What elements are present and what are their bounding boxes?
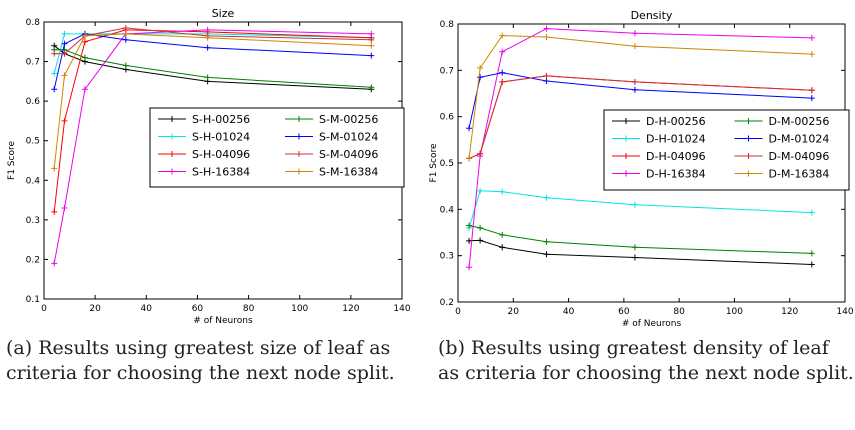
y-axis-label: F1 Score (429, 143, 439, 182)
series-line (468, 28, 812, 268)
legend-label: S-M-01024 (319, 131, 378, 144)
y-tick-label: 0.8 (26, 18, 41, 28)
legend-label: S-H-16384 (192, 166, 250, 179)
x-axis-label: # of Neurons (193, 316, 253, 326)
x-tick-label: 60 (192, 304, 204, 314)
x-tick-label: 120 (781, 307, 798, 317)
x-tick-label: 0 (455, 307, 461, 317)
x-tick-label: 20 (508, 307, 520, 317)
x-tick-label: 60 (618, 307, 630, 317)
y-tick-label: 0.7 (26, 58, 40, 68)
x-tick-label: 100 (291, 304, 308, 314)
y-tick-label: 0.6 (440, 113, 455, 123)
x-tick-label: 40 (141, 304, 153, 314)
y-tick-label: 0.4 (26, 176, 41, 186)
series-line (53, 33, 372, 74)
legend-label: D-H-01024 (646, 133, 706, 146)
legend-label: S-M-04096 (319, 148, 378, 161)
y-tick-label: 0.2 (440, 298, 454, 308)
chart-title: Density (631, 9, 673, 22)
x-tick-label: 80 (243, 304, 255, 314)
y-tick-label: 0.2 (26, 255, 40, 265)
x-tick-label: 0 (41, 304, 47, 314)
series-line (468, 75, 812, 159)
series-line (53, 33, 372, 90)
series-line (468, 190, 812, 229)
x-tick-label: 40 (563, 307, 575, 317)
legend-label: D-M-04096 (769, 150, 830, 163)
y-tick-label: 0.6 (26, 97, 41, 107)
series-line (468, 225, 812, 254)
series-line (53, 45, 372, 90)
y-tick-label: 0.1 (26, 295, 40, 305)
legend-label: D-H-00256 (646, 115, 706, 128)
caption-size: (a) Results using greatest size of leaf … (6, 337, 395, 384)
y-tick-label: 0.5 (26, 137, 40, 147)
legend-label: D-M-01024 (769, 133, 830, 146)
y-axis-label: F1 Score (7, 141, 17, 180)
x-tick-label: 120 (342, 304, 359, 314)
y-tick-label: 0.8 (440, 20, 455, 30)
x-tick-label: 100 (726, 307, 743, 317)
series-line (468, 35, 812, 159)
legend-label: D-M-00256 (769, 115, 830, 128)
density-chart: Density 0 20 40 60 80 100 120 140 0.2 0.3 0.4 0.5 0.6… (429, 9, 854, 329)
series-line (469, 239, 812, 265)
legend-label: S-M-16384 (319, 166, 378, 179)
legend-label: S-H-00256 (192, 113, 250, 126)
legend-box (603, 109, 850, 191)
y-tick-label: 0.3 (26, 216, 40, 226)
y-tick-label: 0.4 (440, 205, 455, 215)
legend-label: D-H-04096 (646, 150, 706, 163)
size-chart-panel: Size 0 20 40 60 80 100 120 140 0.1 0.2 0.3 0.4 0.5 0.6… (7, 7, 411, 326)
y-tick-label: 0.3 (440, 252, 454, 262)
y-tick-label: 0.5 (440, 159, 454, 169)
series-line (53, 33, 372, 169)
y-tick-label: 0.7 (440, 66, 454, 76)
x-tick-label: 140 (393, 304, 410, 314)
series-line (53, 29, 372, 212)
legend-box (149, 107, 405, 188)
density-chart-panel: Density 0 20 40 60 80 100 120 140 0.2 0.3 0.4 0.5 0.6… (428, 0, 855, 430)
legend-label: S-M-00256 (319, 113, 378, 126)
legend-label: S-H-04096 (192, 148, 250, 161)
x-tick-label: 140 (836, 307, 853, 317)
x-tick-label: 80 (673, 307, 685, 317)
x-axis-label: # of Neurons (622, 319, 682, 329)
caption-density: (b) Results using greatest density of le… (438, 337, 854, 384)
chart-title: Size (212, 7, 235, 20)
size-chart: Size 0 20 40 60 80 100 120 140 0.1 0.2 0.3 0.4 0.5 0.6… (7, 7, 411, 326)
x-tick-label: 20 (89, 304, 101, 314)
legend-label: D-M-16384 (769, 168, 830, 181)
legend-label: D-H-16384 (646, 168, 706, 181)
legend-label: S-H-01024 (192, 131, 250, 144)
